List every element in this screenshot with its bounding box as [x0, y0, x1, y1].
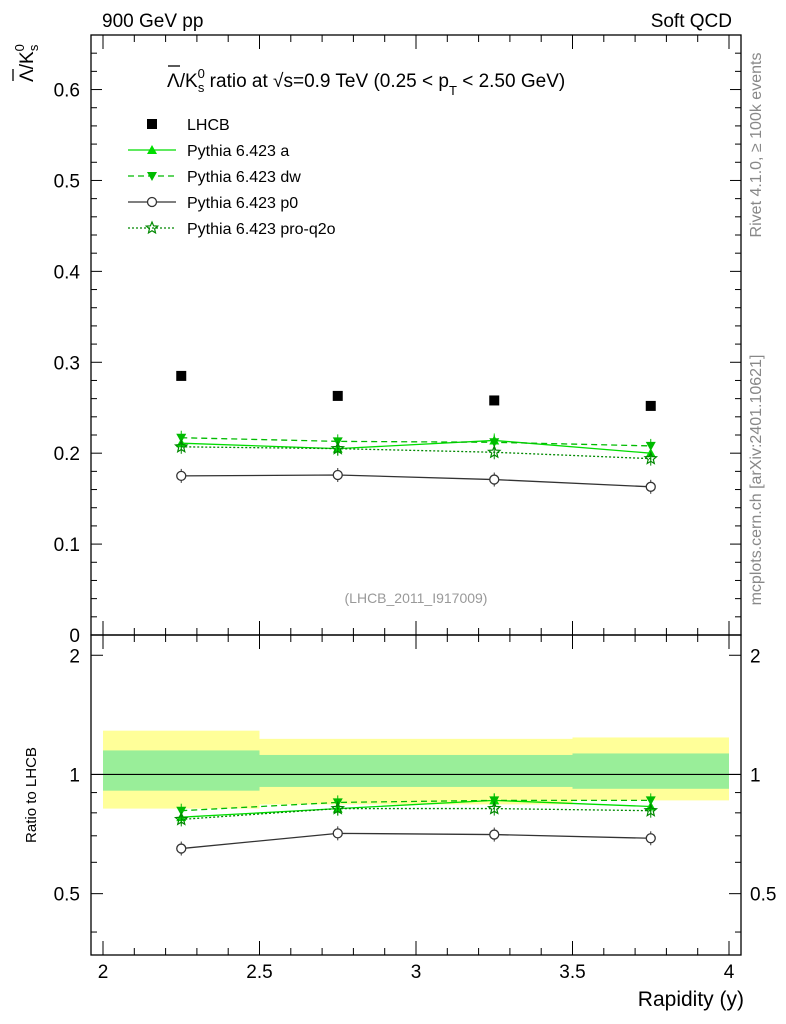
series-line-main [181, 437, 651, 447]
series-point-ratio [489, 829, 500, 840]
series-line-ratio [181, 799, 651, 812]
legend: LHCB Pythia 6.423 a Pythia 6.423 dw Pythia … [128, 117, 336, 238]
lhcb-point [176, 370, 187, 381]
legend-label: LHCB [187, 117, 230, 134]
ratio-bands [91, 730, 741, 809]
title-sup: 0 [198, 66, 205, 81]
ytick-label: 0.1 [54, 535, 80, 556]
series-group [173, 370, 659, 856]
header-right: Soft QCD [651, 11, 732, 32]
ylabel-sup: 0 [12, 44, 27, 51]
series-point-main [176, 470, 187, 482]
ytick-label: 0.3 [54, 353, 80, 374]
series-point-main [330, 440, 346, 455]
title-sub: s [198, 80, 205, 95]
watermark: (LHCB_2011_I917009) [345, 590, 488, 606]
legend-label: Pythia 6.423 a [187, 143, 289, 160]
ratio-ytick-label-right: 1 [750, 765, 761, 786]
series-point-ratio [643, 803, 659, 817]
series-point-main [645, 481, 656, 492]
title-mid2: s=0.9 TeV (0.25 < p [283, 71, 449, 92]
header-left: 900 GeV pp [102, 11, 203, 32]
inner-band-3 [572, 753, 729, 789]
xtick-label: 2 [98, 962, 109, 983]
inner-band-1 [259, 754, 416, 787]
xtick-label: 2.5 [246, 962, 272, 983]
legend-label: Pythia 6.423 pro-q2o [187, 221, 336, 238]
xtick-label: 3 [411, 962, 422, 983]
series-point-ratio [176, 843, 187, 854]
series-point-main [176, 433, 187, 443]
title-tail: < 2.50 GeV) [457, 71, 565, 92]
title-lead: Λ/K [167, 71, 198, 92]
ratio-ytick-label: 2 [69, 646, 80, 667]
legend-marker-lhcb [147, 119, 157, 129]
ytick-label: 0.5 [54, 171, 80, 192]
svg-text:Λ/K0s: Λ/K0s [12, 44, 41, 82]
xtick-label: 4 [724, 962, 735, 983]
series-point-ratio [176, 806, 187, 816]
series-point-ratio [486, 801, 502, 815]
series-point-ratio [173, 811, 189, 826]
series-point-main [174, 439, 189, 454]
series-line-ratio [181, 807, 651, 821]
legend-marker [144, 220, 160, 235]
plot-title: Λ/K0 s ratio at √s=0.9 TeV (0.25 < pT < 2… [167, 66, 565, 98]
series-point-ratio [332, 828, 343, 839]
series-line-ratio [181, 832, 651, 850]
legend-label: Pythia 6.423 dw [187, 169, 301, 186]
series-point-main [332, 469, 343, 481]
ytick-label: 0 [69, 626, 80, 647]
ytick-label: 0.4 [54, 262, 81, 283]
series-line-main [181, 439, 651, 454]
ylabel-sub: s [26, 44, 41, 51]
series-point-main [489, 474, 500, 485]
legend-marker [147, 172, 157, 181]
series-point-ratio [330, 801, 346, 815]
xlabel: Rapidity (y) [638, 988, 744, 1011]
series-point-ratio [645, 796, 656, 806]
title-mid1: ratio at [204, 71, 273, 92]
title-sqrt: √ [273, 71, 284, 92]
legend-label: Pythia 6.423 p0 [187, 195, 298, 212]
inner-band-0 [103, 750, 260, 791]
mcplots-label: mcplots.cern.ch [arXiv:2401.10621] [748, 355, 765, 606]
legend-marker [146, 196, 158, 208]
ratio-ylabel: Ratio to LHCB [23, 747, 40, 843]
axis-ticks: 0 0.1 0.2 0.3 0.4 0.5 0.6 2 2.5 3 3.5 4 0.5 0.5 1 1 2 2 [54, 34, 776, 983]
legend-marker [147, 145, 157, 154]
ytick-label: 0.2 [54, 444, 80, 465]
xtick-label: 3.5 [559, 962, 585, 983]
inner-band-2 [416, 754, 573, 787]
ylabel-lead: Λ/K [17, 51, 38, 82]
lhcb-point [489, 395, 500, 406]
ratio-ytick-label-right: 2 [750, 646, 761, 667]
series-line-ratio [181, 799, 651, 818]
ytick-label: 0.6 [54, 81, 80, 102]
series-line-main [181, 446, 651, 460]
series-point-main [645, 441, 656, 451]
series-point-main [489, 438, 500, 448]
series-point-main [486, 444, 502, 459]
ylabel-main: Λ/K0s [12, 44, 41, 82]
ratio-ytick-label-right: 0.5 [750, 885, 776, 906]
lhcb-point [332, 390, 343, 401]
series-point-ratio [489, 796, 500, 806]
rivet-label: Rivet 4.1.0, ≥ 100k events [748, 53, 765, 238]
ratio-ytick-label: 1 [69, 765, 80, 786]
series-line-main [181, 474, 651, 488]
title-pt-sub: T [449, 83, 457, 98]
series-point-ratio [645, 833, 656, 844]
ratio-ytick-label: 0.5 [54, 885, 80, 906]
lhcb-point [645, 400, 656, 411]
series-point-main [643, 450, 659, 465]
